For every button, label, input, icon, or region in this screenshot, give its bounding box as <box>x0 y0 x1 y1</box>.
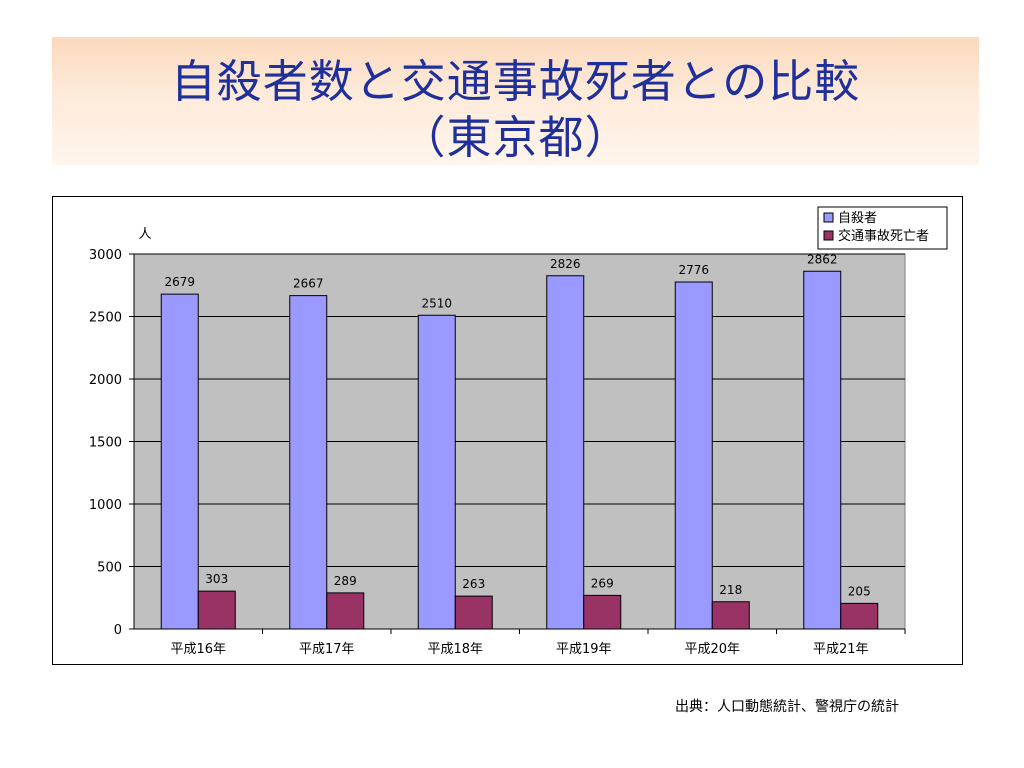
data-label: 2679 <box>164 275 195 289</box>
x-tick-label: 平成17年 <box>299 642 355 657</box>
x-tick-label: 平成20年 <box>684 642 740 657</box>
bar-traffic <box>326 592 365 630</box>
page-subtitle: （東京都） <box>400 111 631 164</box>
x-tick-label: 平成18年 <box>427 642 483 657</box>
bar-traffic <box>197 590 236 630</box>
data-label: 2776 <box>678 263 709 277</box>
bar-traffic <box>454 595 493 630</box>
data-label: 303 <box>205 572 228 586</box>
data-label: 2862 <box>807 252 838 266</box>
y-tick-label: 2000 <box>89 373 122 388</box>
bar-suicide <box>674 281 713 630</box>
x-tick-label: 平成19年 <box>556 642 612 657</box>
legend-swatch-suicide <box>823 212 834 223</box>
page-title: 自殺者数と交通事故死者との比較 <box>170 55 861 108</box>
y-tick-label: 2500 <box>89 311 122 326</box>
data-label: 269 <box>591 576 614 590</box>
legend-label: 交通事故死亡者 <box>838 228 929 244</box>
bar-suicide <box>803 270 842 630</box>
data-label: 218 <box>719 583 742 597</box>
legend <box>817 206 948 250</box>
title-banner: 自殺者数と交通事故死者との比較 （東京都） <box>52 37 979 165</box>
y-tick-label: 3000 <box>89 248 122 263</box>
bar-suicide <box>289 295 328 630</box>
y-axis-label: 人 <box>138 227 151 242</box>
data-label: 2667 <box>293 277 324 291</box>
legend-swatch-traffic <box>823 230 834 241</box>
data-label: 205 <box>848 584 871 598</box>
bar-suicide <box>546 275 585 630</box>
data-label: 2826 <box>550 257 581 271</box>
y-tick-label: 1000 <box>89 498 122 513</box>
data-label: 289 <box>334 574 357 588</box>
bar-traffic <box>711 601 750 630</box>
bar-traffic <box>840 602 879 630</box>
legend-label: 自殺者 <box>838 211 877 226</box>
x-tick-label: 平成16年 <box>170 642 226 657</box>
bar-suicide <box>417 314 456 630</box>
bar-suicide <box>160 293 199 630</box>
bar-traffic <box>583 594 622 630</box>
source-note: 出典：人口動態統計、警視庁の統計 <box>675 699 899 715</box>
x-tick-label: 平成21年 <box>813 642 869 657</box>
y-tick-label: 500 <box>97 561 122 576</box>
data-label: 2510 <box>421 296 452 310</box>
y-tick-label: 1500 <box>89 436 122 451</box>
y-tick-label: 0 <box>114 623 122 638</box>
data-label: 263 <box>462 577 485 591</box>
